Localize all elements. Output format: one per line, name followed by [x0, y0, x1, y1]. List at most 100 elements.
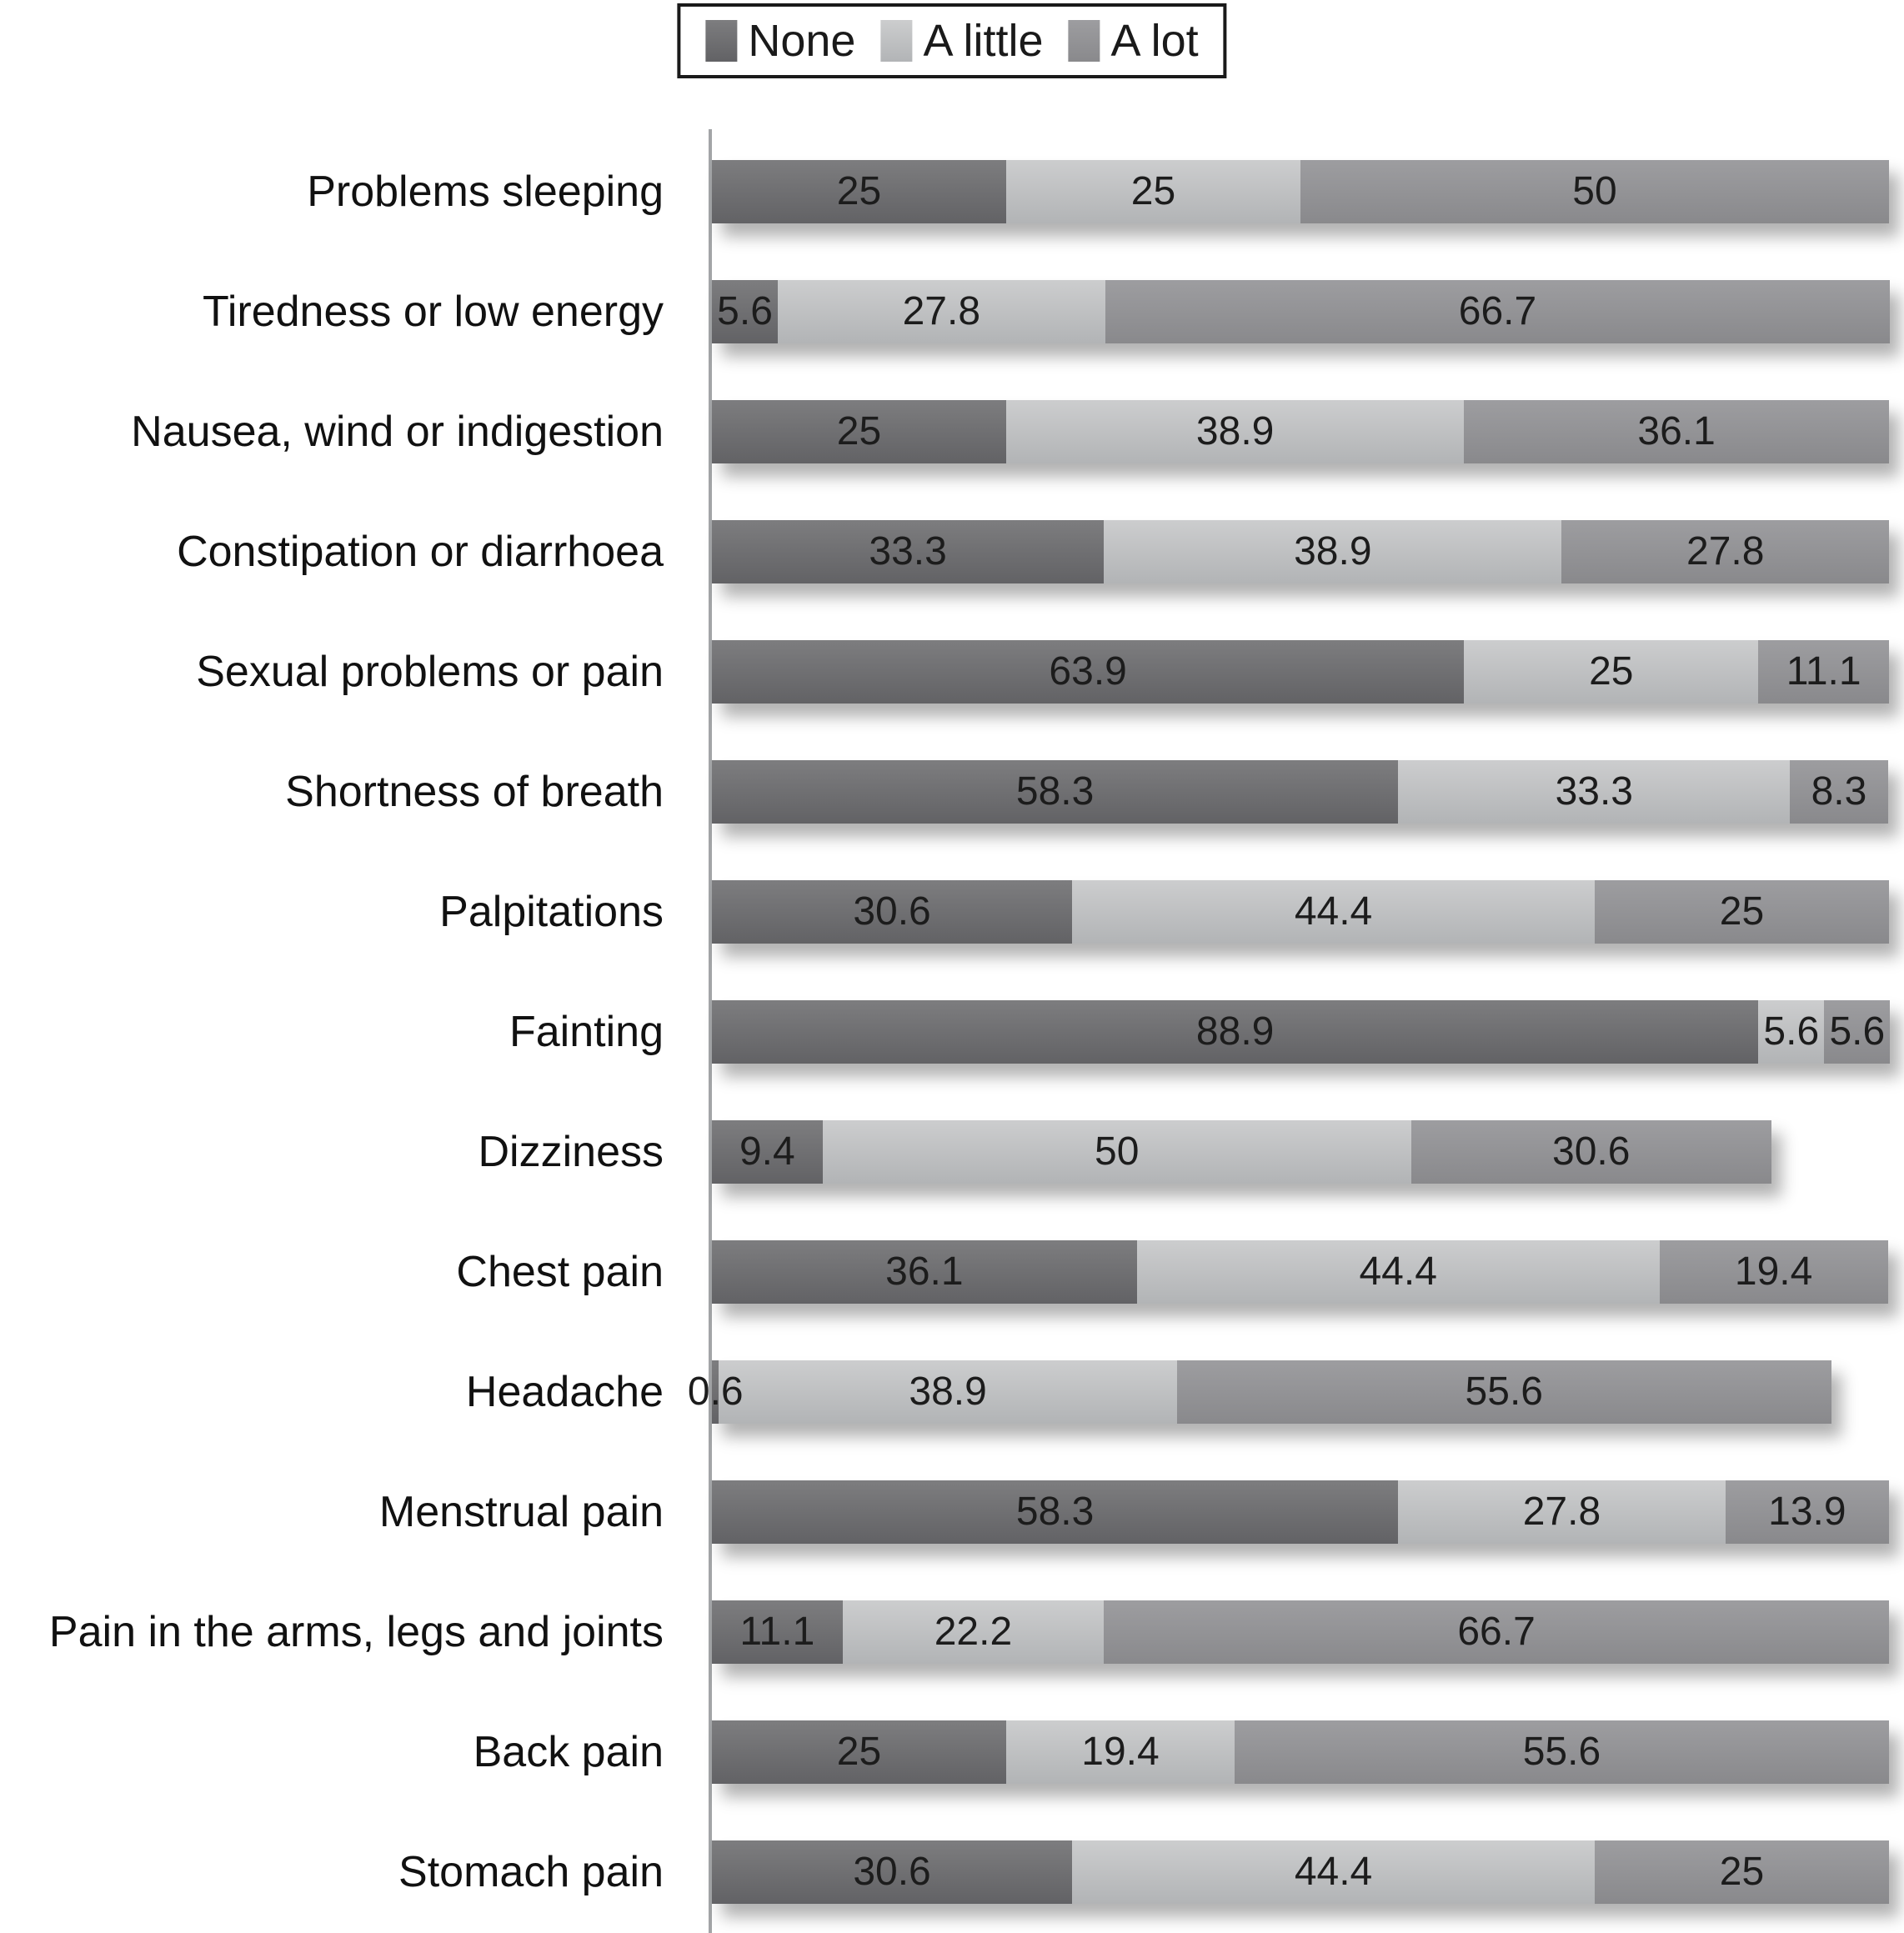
stacked-bar: 11.1 22.2 66.7 — [712, 1600, 1889, 1664]
stacked-bar: 63.9 25 11.1 — [712, 640, 1889, 704]
bar-segment-a-little: 33.3 — [1398, 760, 1791, 824]
bar-segment-a-little: 44.4 — [1136, 1240, 1660, 1304]
segment-value-label: 5.6 — [1763, 1009, 1820, 1054]
segment-value-label: 55.6 — [1465, 1370, 1543, 1414]
chart-row: Nausea, wind or indigestion 25 38.9 36.1 — [0, 372, 1904, 492]
bar-segment-none: 58.3 — [712, 760, 1399, 824]
stacked-bar: 58.3 27.8 13.9 — [712, 1480, 1889, 1544]
bar-segment-none: 9.4 — [712, 1120, 823, 1184]
segment-value-label: 30.6 — [853, 1850, 931, 1894]
segment-value-label: 38.9 — [1294, 529, 1372, 573]
segment-value-label: 36.1 — [885, 1249, 964, 1294]
stacked-bar: 25 38.9 36.1 — [712, 400, 1889, 463]
chart-row: Sexual problems or pain 63.9 25 11.1 — [0, 612, 1904, 732]
segment-value-label: 38.9 — [1195, 409, 1275, 453]
category-label: Nausea, wind or indigestion — [131, 408, 664, 456]
category-label: Problems sleeping — [307, 168, 664, 216]
segment-value-label: 19.4 — [1081, 1730, 1160, 1774]
category-label: Dizziness — [478, 1128, 664, 1176]
segment-value-label: 25 — [836, 409, 882, 453]
bar-segment-a-lot: 13.9 — [1725, 1480, 1889, 1544]
legend-item-a-little: A little — [880, 15, 1044, 67]
bar-segment-a-lot: 27.8 — [1561, 520, 1889, 583]
legend-swatch-a-little-icon — [880, 20, 913, 62]
bar-segment-a-lot: 19.4 — [1659, 1240, 1888, 1304]
segment-value-label: 13.9 — [1768, 1490, 1846, 1534]
stacked-bar: 25 25 50 — [712, 160, 1889, 223]
bar-segment-none: 33.3 — [712, 520, 1105, 583]
bar-segment-a-little: 44.4 — [1072, 880, 1595, 944]
bar-segment-none: 63.9 — [712, 640, 1465, 704]
legend-item-a-lot: A lot — [1068, 15, 1199, 67]
segment-value-label: 66.7 — [1457, 1610, 1536, 1654]
segment-value-label: 36.1 — [1637, 409, 1716, 453]
segment-value-label: 30.6 — [1552, 1129, 1631, 1174]
bar-segment-a-little: 44.4 — [1072, 1840, 1595, 1904]
chart-rows: Problems sleeping 25 25 50 Tiredness or low … — [0, 132, 1904, 1932]
stacked-bar: 5.6 27.8 66.7 — [712, 280, 1891, 343]
segment-value-label: 11.1 — [1786, 649, 1861, 694]
segment-value-label: 30.6 — [853, 889, 931, 934]
category-label: Stomach pain — [398, 1848, 664, 1896]
chart-row: Tiredness or low energy 5.6 27.8 66.7 — [0, 252, 1904, 372]
bar-segment-a-little: 38.9 — [1104, 520, 1562, 583]
segment-value-label: 27.8 — [1686, 529, 1765, 573]
category-label: Chest pain — [456, 1248, 664, 1296]
legend-label-none: None — [748, 16, 856, 66]
legend-item-none: None — [705, 15, 855, 67]
bar-segment-a-lot: 25 — [1594, 1840, 1889, 1904]
stacked-bar: 33.3 38.9 27.8 — [712, 520, 1889, 583]
bar-segment-none: 58.3 — [712, 1480, 1399, 1544]
bar-segment-a-little: 27.8 — [1398, 1480, 1726, 1544]
segment-value-label: 63.9 — [1049, 649, 1127, 694]
category-label: Headache — [465, 1368, 664, 1416]
segment-value-label: 27.8 — [902, 289, 981, 333]
segment-value-label: 19.4 — [1734, 1249, 1813, 1294]
segment-value-label: 44.4 — [1294, 1850, 1373, 1894]
segment-value-label: 66.7 — [1458, 289, 1537, 333]
legend-label-a-lot: A lot — [1110, 16, 1199, 66]
bar-segment-a-little: 25 — [1006, 160, 1300, 223]
stacked-bar: 58.3 33.3 8.3 — [712, 760, 1888, 824]
category-label: Palpitations — [439, 888, 664, 936]
segment-value-label: 8.3 — [1811, 769, 1867, 814]
category-label: Sexual problems or pain — [196, 648, 664, 696]
segment-value-label: 38.9 — [909, 1370, 987, 1414]
y-axis-line — [709, 129, 712, 1933]
bar-segment-a-lot: 36.1 — [1464, 400, 1889, 463]
segment-value-label: 33.3 — [1555, 769, 1633, 814]
segment-value-label: 25 — [1719, 889, 1765, 934]
bar-segment-none: 30.6 — [712, 880, 1073, 944]
legend-label-a-little: A little — [923, 16, 1044, 66]
bar-segment-a-little: 38.9 — [719, 1360, 1177, 1424]
bar-segment-a-little: 22.2 — [842, 1600, 1105, 1664]
bar-segment-none: 25 — [712, 1720, 1006, 1784]
bar-segment-a-little: 5.6 — [1758, 1000, 1825, 1064]
chart-legend: None A little A lot — [677, 3, 1227, 78]
chart-row: Back pain 25 19.4 55.6 — [0, 1692, 1904, 1812]
bar-segment-none: 36.1 — [712, 1240, 1137, 1304]
chart-row: Palpitations 30.6 44.4 25 — [0, 852, 1904, 972]
bar-segment-a-lot: 50 — [1300, 160, 1889, 223]
segment-value-label: 25 — [1589, 649, 1634, 694]
category-label: Constipation or diarrhoea — [177, 528, 664, 576]
bar-segment-none: 88.9 — [712, 1000, 1759, 1064]
stacked-bar: 9.4 50 30.6 — [712, 1120, 1771, 1184]
bar-segment-none: 11.1 — [712, 1600, 843, 1664]
segment-value-label: 9.4 — [739, 1129, 795, 1174]
bar-segment-a-little: 25 — [1464, 640, 1759, 704]
segment-value-label: 44.4 — [1359, 1249, 1437, 1294]
segment-value-label: 88.9 — [1195, 1009, 1275, 1054]
chart-row: Dizziness 9.4 50 30.6 — [0, 1092, 1904, 1212]
stacked-bar: 88.9 5.6 5.6 — [712, 1000, 1891, 1064]
bar-segment-a-little: 27.8 — [778, 280, 1105, 343]
chart-row: Chest pain 36.1 44.4 19.4 — [0, 1212, 1904, 1332]
segment-value-label: 58.3 — [1015, 1490, 1095, 1534]
segment-value-label: 58.3 — [1015, 769, 1095, 814]
chart-row: Headache 0.6 38.9 55.6 — [0, 1332, 1904, 1452]
bar-segment-none: 5.6 — [712, 280, 779, 343]
bar-segment-a-lot: 66.7 — [1105, 280, 1891, 343]
bar-segment-a-lot: 11.1 — [1758, 640, 1889, 704]
bar-segment-none: 0.6 — [688, 1360, 744, 1424]
